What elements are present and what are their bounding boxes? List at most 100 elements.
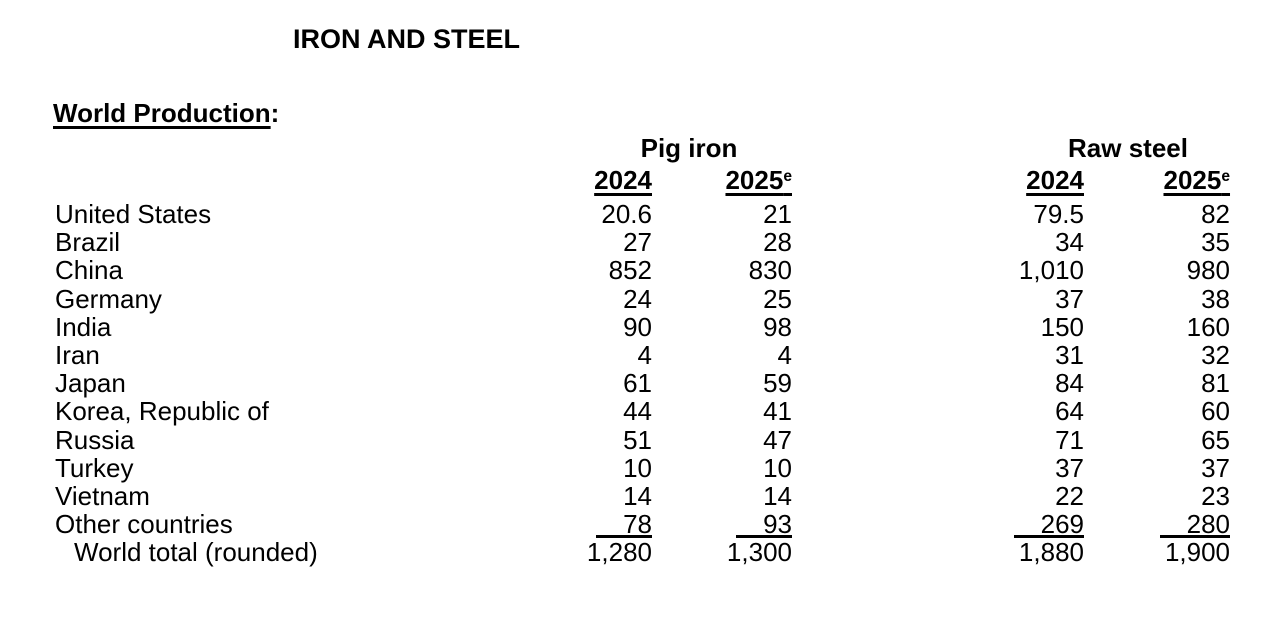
section-heading-colon: : <box>270 98 280 128</box>
year-header-row: 2024 2025e 2024 2025e <box>53 165 1230 200</box>
raw-steel-2025e-cell: 60 <box>1201 396 1231 427</box>
country-cell: Germany <box>55 283 162 314</box>
pig-iron-2024-cell: 51 <box>623 424 652 455</box>
country-cell: India <box>55 311 112 342</box>
pig-iron-2025e-cell: 93 <box>652 510 792 539</box>
pig-iron-2024-cell: 78 <box>510 510 652 539</box>
raw-steel-2025e-cell: 160 <box>1186 311 1231 342</box>
country-cell: Vietnam <box>55 481 150 512</box>
year-header-raw-steel-2024: 2024 <box>792 165 1084 200</box>
year-text: 2024 <box>594 165 652 195</box>
raw-steel-2025e-cell: 32 <box>1201 340 1231 371</box>
year-text: 2025 <box>725 165 784 195</box>
pig-iron-2025e-cell: 41 <box>763 396 792 427</box>
country-cell: Other countries <box>55 509 233 540</box>
group-header-raw-steel: Raw steel <box>1068 133 1188 163</box>
spacer-cell <box>53 165 510 200</box>
year-header-pig-iron-2024: 2024 <box>510 165 652 200</box>
pig-iron-2025e-cell: 10 <box>763 452 792 483</box>
pig-iron-2024-cell: 61 <box>623 368 652 399</box>
pig-iron-2025e-cell: 47 <box>763 424 792 455</box>
raw-steel-2024-cell: 84 <box>1055 368 1084 399</box>
raw-steel-2024-cell: 1,880 <box>1018 537 1084 568</box>
year-text: 2024 <box>1026 165 1084 195</box>
pig-iron-2024-cell: 27 <box>623 227 652 258</box>
country-cell: Japan <box>55 368 126 399</box>
year-header-pig-iron-2025e: 2025e <box>652 165 792 200</box>
table-row: Russia 51 47 71 65 <box>53 424 1231 455</box>
raw-steel-2025e-cell: 37 <box>1201 452 1231 483</box>
pig-iron-2025e-cell: 1,300 <box>726 537 792 568</box>
raw-steel-2024-cell: 1,010 <box>1018 255 1084 286</box>
raw-steel-2024-cell: 150 <box>1040 311 1084 342</box>
country-cell: Turkey <box>55 452 134 483</box>
pig-iron-2024-cell: 44 <box>623 396 652 427</box>
country-cell: World total (rounded) <box>74 537 318 568</box>
table-row: China 852 830 1,010 980 <box>53 256 1230 284</box>
raw-steel-2025e-cell: 81 <box>1201 368 1231 399</box>
raw-steel-2024-cell: 37 <box>1055 283 1084 314</box>
page-title: IRON AND STEEL <box>293 24 521 54</box>
raw-steel-2025e-cell: 980 <box>1186 255 1231 286</box>
pig-iron-2025e-cell: 59 <box>763 368 792 399</box>
country-cell: Iran <box>55 340 100 371</box>
pig-iron-2024-cell: 852 <box>608 255 652 286</box>
pig-iron-2024-cell: 24 <box>623 283 652 314</box>
raw-steel-2025e-cell: 280 <box>1084 510 1231 539</box>
pig-iron-2025e-cell: 4 <box>777 340 792 371</box>
pig-iron-2024-cell: 10 <box>623 452 652 483</box>
pig-iron-2024-cell: 20.6 <box>601 199 652 229</box>
pig-iron-2024-cell: 14 <box>623 481 652 512</box>
raw-steel-2024-cell: 64 <box>1055 396 1084 427</box>
raw-steel-2024-cell: 37 <box>1055 452 1084 483</box>
pig-iron-2025e-cell: 25 <box>763 283 792 314</box>
raw-steel-2024-cell: 269 <box>792 510 1084 539</box>
country-cell: United States <box>55 199 212 229</box>
raw-steel-2024-cell: 79.5 <box>1033 199 1084 229</box>
country-cell: Brazil <box>55 227 121 258</box>
spacer-cell <box>53 132 510 165</box>
section-heading-text: World Production <box>53 98 271 128</box>
section-heading: World Production: <box>53 98 1280 128</box>
table-row: Germany 24 25 37 38 <box>53 283 1231 314</box>
table-row: United States 20.6 21 79.5 82 <box>53 200 1230 228</box>
pig-iron-2025e-cell: 14 <box>763 481 792 512</box>
table-row: Iran 4 4 31 32 <box>53 341 1230 369</box>
year-label: 2025e <box>725 165 792 195</box>
raw-steel-2025e-cell: 65 <box>1201 424 1231 455</box>
sum-rule-value: 78 <box>596 511 652 539</box>
year-label: 2024 <box>594 165 652 195</box>
raw-steel-2024-cell: 22 <box>1055 481 1084 512</box>
raw-steel-2025e-cell: 1,900 <box>1164 537 1231 568</box>
country-cell: Korea, Republic of <box>55 396 269 427</box>
group-header-pig-iron: Pig iron <box>640 133 738 163</box>
country-cell: China <box>55 255 123 286</box>
year-text: 2025 <box>1163 165 1222 195</box>
table-row: Vietnam 14 14 22 23 <box>53 482 1230 510</box>
sum-rule-value: 93 <box>736 511 792 539</box>
raw-steel-2024-cell: 34 <box>1055 227 1084 258</box>
raw-steel-2025e-cell: 23 <box>1201 481 1231 512</box>
sum-rule-value: 269 <box>1013 511 1084 539</box>
raw-steel-2024-cell: 71 <box>1055 424 1084 455</box>
table-row: Japan 61 59 84 81 <box>53 369 1230 397</box>
year-label: 2025e <box>1163 165 1230 195</box>
raw-steel-2025e-cell: 82 <box>1201 199 1231 229</box>
world-total-row: World total (rounded) 1,280 1,300 1,880 … <box>53 538 1230 566</box>
raw-steel-2025e-cell: 38 <box>1201 283 1231 314</box>
sum-rule-value: 280 <box>1159 511 1231 539</box>
raw-steel-2025e-cell: 35 <box>1201 227 1231 258</box>
pig-iron-2025e-cell: 28 <box>763 227 792 258</box>
pig-iron-2025e-cell: 21 <box>763 199 792 229</box>
year-label: 2024 <box>1026 165 1084 195</box>
table-row: Korea, Republic of 44 41 64 60 <box>53 397 1230 425</box>
country-cell: Russia <box>55 424 135 455</box>
pig-iron-2024-cell: 1,280 <box>586 537 652 568</box>
table-row: Brazil 27 28 34 35 <box>53 228 1230 256</box>
pig-iron-2024-cell: 4 <box>637 340 652 371</box>
pig-iron-2024-cell: 90 <box>623 311 652 342</box>
pig-iron-2025e-cell: 98 <box>763 311 792 342</box>
other-countries-row: Other countries 78 93 269 280 <box>53 509 1231 540</box>
table-row: India 90 98 150 160 <box>53 313 1230 341</box>
commodity-group-header-row: Pig iron Raw steel <box>53 132 1230 165</box>
